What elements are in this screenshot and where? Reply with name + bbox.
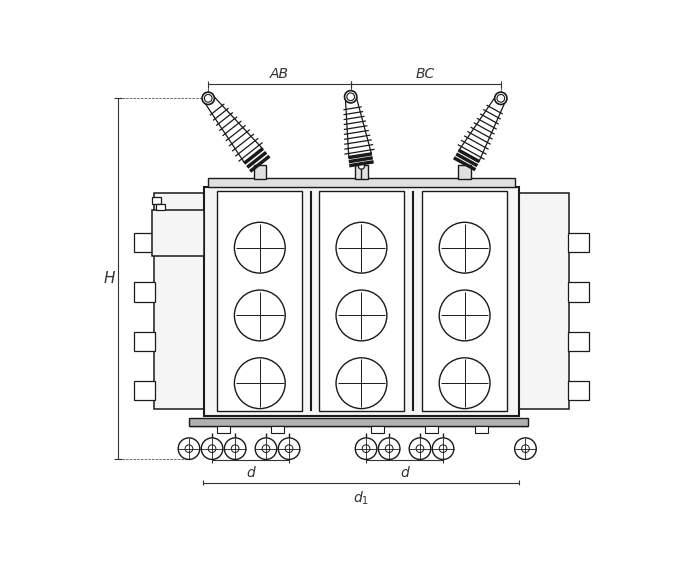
Text: H: H xyxy=(103,271,114,286)
Circle shape xyxy=(204,94,212,102)
Bar xyxy=(568,381,590,400)
Circle shape xyxy=(362,445,370,452)
Bar xyxy=(254,166,266,179)
Circle shape xyxy=(336,358,387,409)
Bar xyxy=(156,204,165,210)
Bar xyxy=(208,178,514,187)
Circle shape xyxy=(347,93,355,101)
Bar xyxy=(271,426,284,433)
Circle shape xyxy=(231,445,239,452)
Bar xyxy=(568,282,590,302)
Circle shape xyxy=(178,438,200,459)
Circle shape xyxy=(185,445,193,452)
Bar xyxy=(217,426,230,433)
Circle shape xyxy=(278,438,300,459)
Circle shape xyxy=(521,445,529,452)
Circle shape xyxy=(224,438,246,459)
Bar xyxy=(204,187,519,415)
Circle shape xyxy=(378,438,400,459)
Circle shape xyxy=(234,222,285,273)
Bar xyxy=(134,381,155,400)
Circle shape xyxy=(201,438,223,459)
Bar xyxy=(475,426,488,433)
Circle shape xyxy=(336,290,387,341)
Circle shape xyxy=(439,358,490,409)
Circle shape xyxy=(385,445,393,452)
Circle shape xyxy=(439,445,447,452)
Circle shape xyxy=(439,222,490,273)
Bar xyxy=(134,332,155,351)
Circle shape xyxy=(255,438,277,459)
Circle shape xyxy=(234,358,285,409)
Circle shape xyxy=(432,438,454,459)
Circle shape xyxy=(355,438,377,459)
Circle shape xyxy=(285,445,293,452)
Bar xyxy=(134,233,155,252)
Circle shape xyxy=(416,445,424,452)
Circle shape xyxy=(409,438,431,459)
Bar xyxy=(217,192,302,411)
Circle shape xyxy=(208,445,216,452)
Circle shape xyxy=(495,92,507,105)
Circle shape xyxy=(344,90,357,103)
Circle shape xyxy=(439,290,490,341)
Bar xyxy=(459,166,470,179)
Text: $d_1$: $d_1$ xyxy=(353,489,369,507)
Bar xyxy=(152,210,204,256)
Bar xyxy=(372,426,384,433)
Bar xyxy=(568,233,590,252)
Bar xyxy=(152,197,161,204)
Text: BC: BC xyxy=(416,67,436,81)
Bar xyxy=(568,332,590,351)
Bar xyxy=(319,192,404,411)
Bar xyxy=(355,166,367,179)
Circle shape xyxy=(497,94,505,102)
Text: d: d xyxy=(246,465,255,480)
Circle shape xyxy=(358,163,365,169)
Bar xyxy=(425,426,438,433)
Bar xyxy=(134,282,155,302)
Bar xyxy=(422,192,507,411)
Bar xyxy=(154,193,204,409)
Text: d: d xyxy=(400,465,409,480)
Bar xyxy=(519,193,569,409)
Circle shape xyxy=(514,438,536,459)
Circle shape xyxy=(234,290,285,341)
Text: AB: AB xyxy=(270,67,289,81)
Circle shape xyxy=(262,445,270,452)
Circle shape xyxy=(336,222,387,273)
Circle shape xyxy=(202,92,215,105)
Bar xyxy=(189,418,528,426)
